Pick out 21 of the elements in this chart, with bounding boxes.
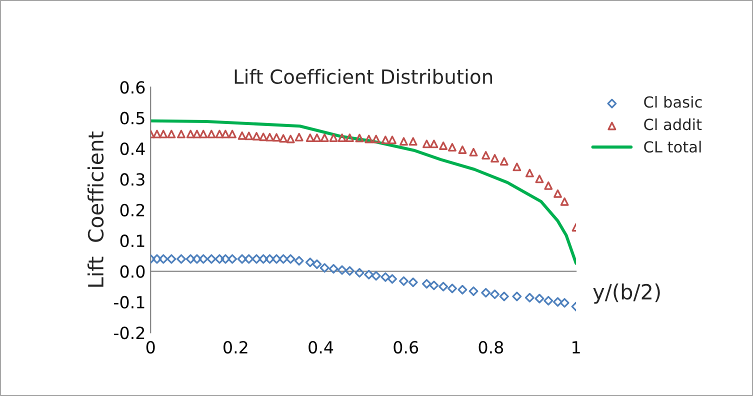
y-tick-label: -0.1 [114,296,144,309]
legend-label: Cl addit [644,118,702,130]
x-tick-label: 0.4 [308,341,334,354]
y-tick-label: 0.4 [120,142,145,156]
x-tick-label: 0.6 [394,341,418,354]
x-tick-label: 0 [146,341,155,354]
y-tick-label: -0.2 [114,326,144,340]
y-tick-label: 0.1 [120,234,144,248]
x-tick-label: 0.8 [478,341,504,354]
y-tick-label: 0.3 [120,173,144,186]
x-axis-title: y/(b/2) [593,284,660,304]
x-tick-label: 0.2 [224,341,248,354]
y-tick-label: 0.0 [120,265,145,278]
legend-label: CL total [644,140,701,153]
y-tick-label: 0.6 [120,81,145,94]
y-tick-label: 0.2 [120,204,144,216]
legend-label: Cl basic [644,96,702,108]
y-axis-title: Lift Coefficient [88,131,104,287]
y-tick-label: 0.5 [120,112,144,124]
chart-title: Lift Coefficient Distribution [234,68,492,84]
x-tick-label: 1 [572,341,580,354]
